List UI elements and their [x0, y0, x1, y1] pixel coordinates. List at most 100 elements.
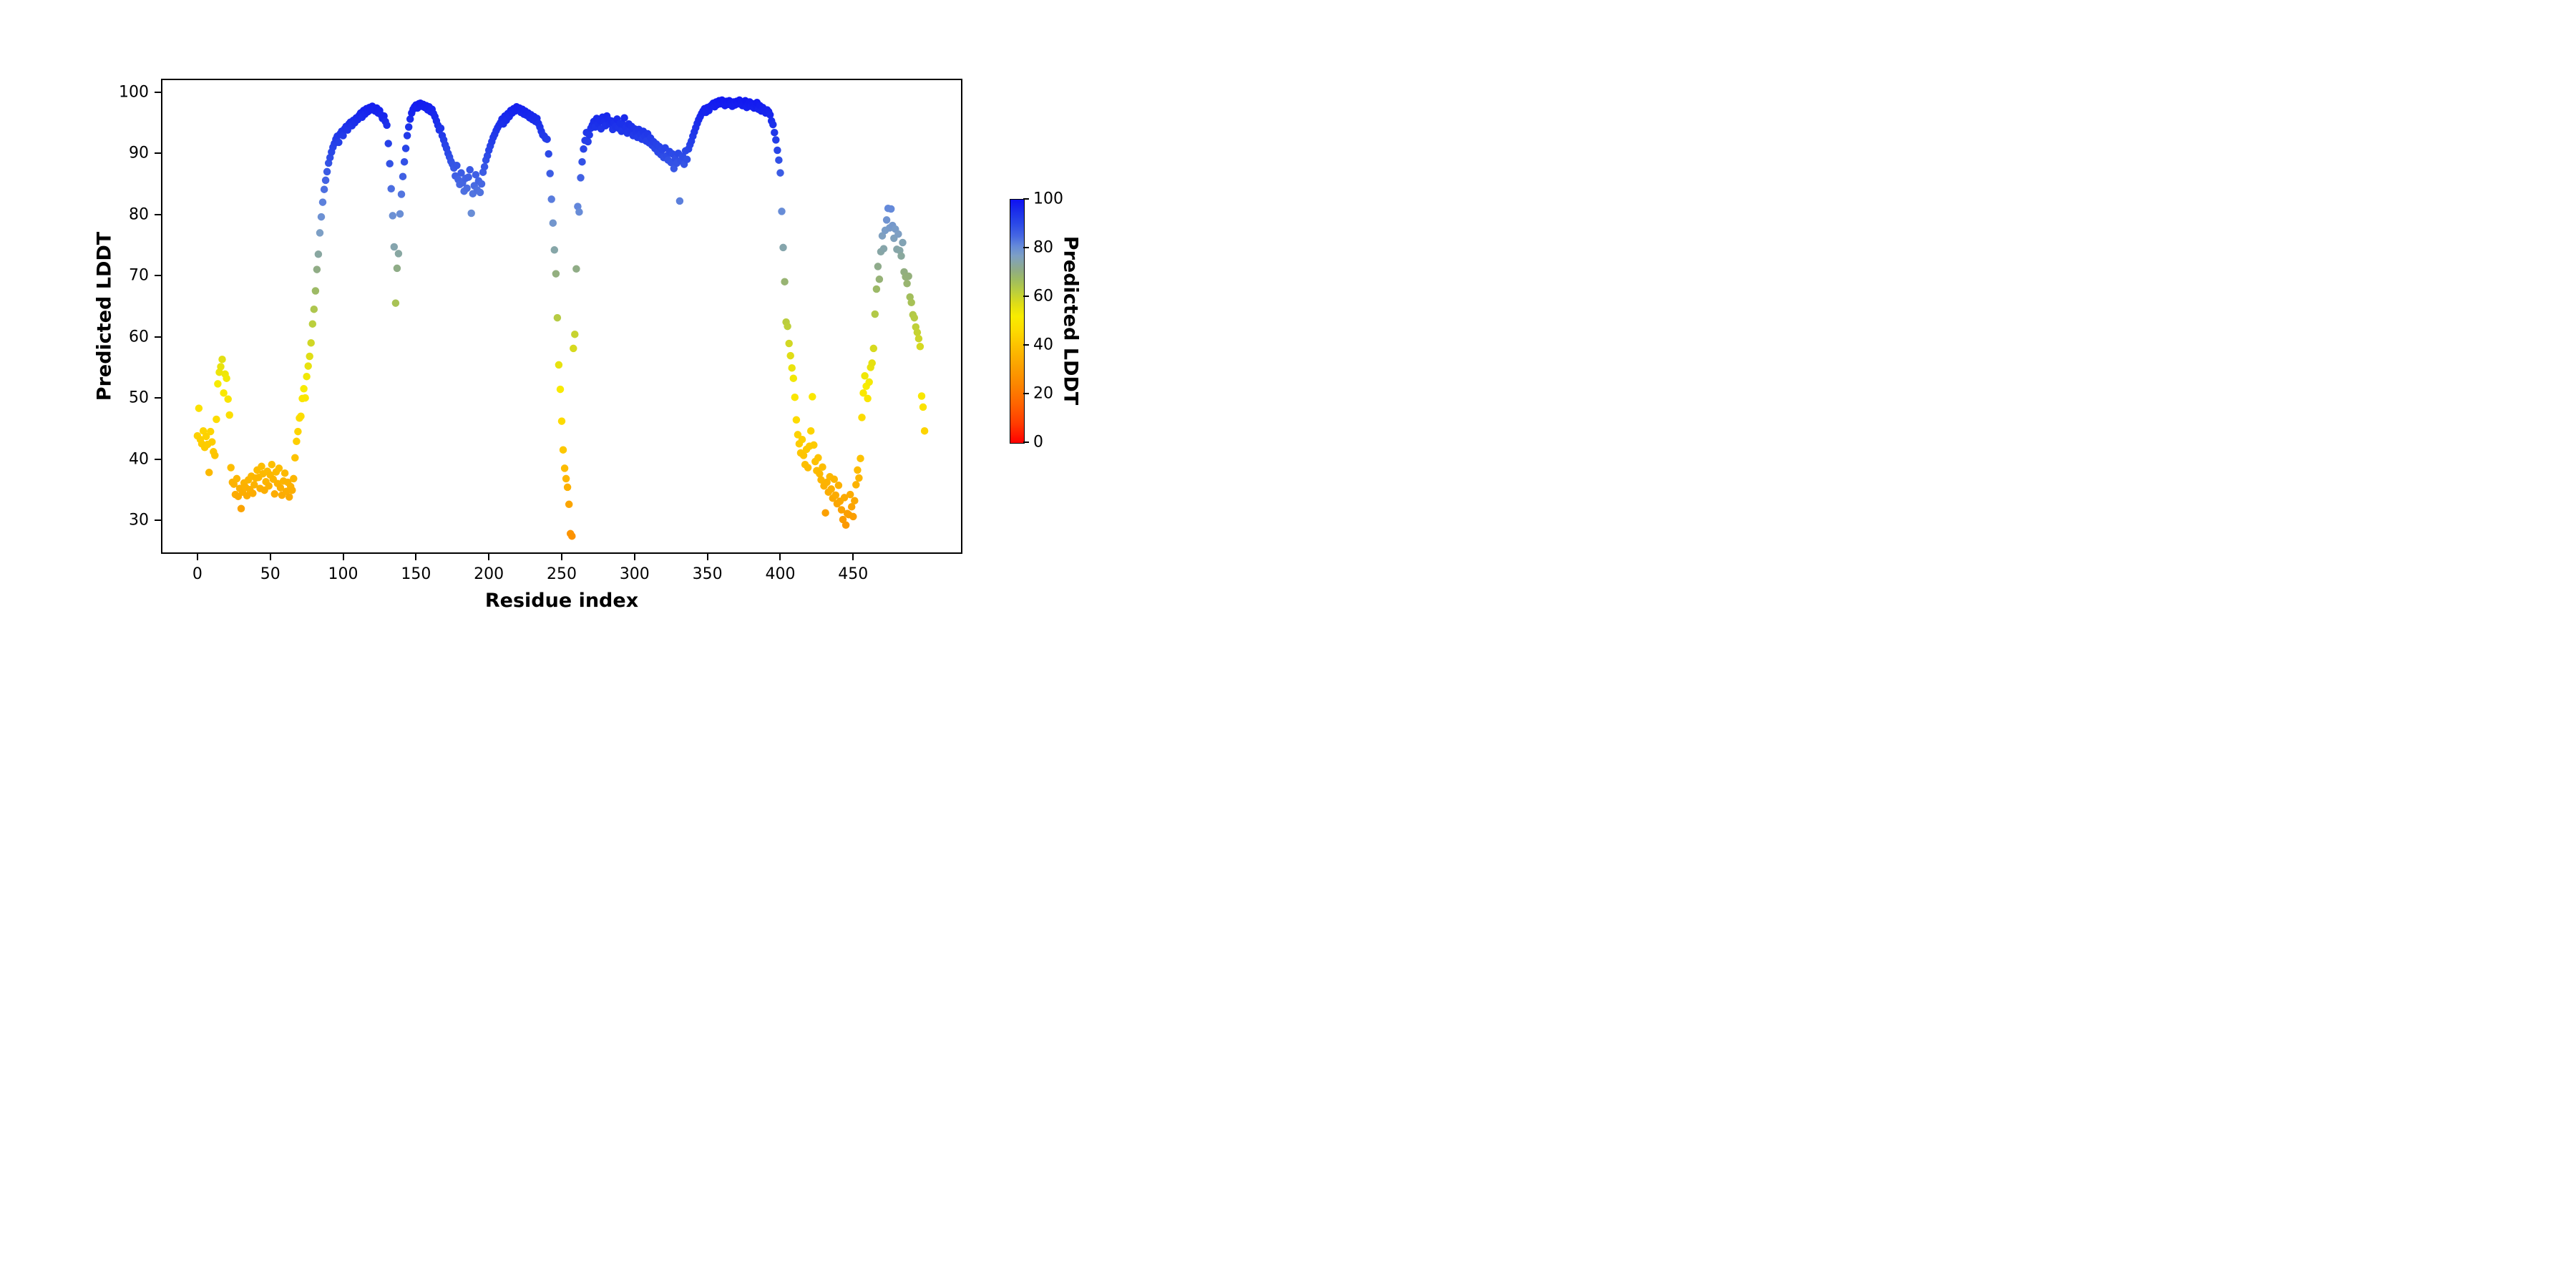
scatter-point	[466, 166, 474, 174]
scatter-point	[288, 486, 296, 494]
scatter-point	[545, 150, 552, 158]
scatter-point	[864, 394, 872, 403]
scatter-point	[771, 128, 779, 137]
scatter-point	[772, 136, 780, 144]
scatter-point	[386, 160, 394, 168]
scatter-point	[268, 460, 276, 469]
scatter-point	[855, 474, 863, 482]
y-tick-label: 80	[129, 205, 149, 224]
scatter-point	[562, 474, 570, 483]
scatter-point	[208, 438, 216, 446]
scatter-point	[323, 167, 331, 176]
scatter-point	[467, 209, 475, 218]
scatter-point	[549, 219, 557, 227]
scatter-point	[480, 162, 489, 171]
scatter-point	[834, 482, 843, 489]
scatter-point	[396, 210, 404, 218]
scatter-point	[794, 431, 802, 439]
scatter-point	[285, 493, 293, 501]
scatter-point	[560, 464, 569, 472]
scatter-point	[213, 415, 220, 424]
scatter-point	[399, 172, 407, 180]
scatter-point	[821, 509, 829, 517]
colorbar-tick-mark	[1023, 247, 1029, 248]
scatter-point	[858, 414, 866, 421]
x-tick-label: 100	[328, 565, 358, 583]
y-tick-mark	[155, 91, 161, 93]
scatter-point	[830, 475, 839, 483]
scatter-point	[550, 246, 559, 254]
figure: 0 50 100 150 200 250 300 350 400 450 30 40 50 60 70 80…	[0, 0, 1288, 644]
scatter-point	[553, 313, 562, 322]
scatter-point	[861, 372, 869, 380]
scatter-point	[308, 320, 317, 328]
scatter-point	[887, 205, 895, 213]
scatter-point	[897, 252, 905, 260]
scatter-point	[206, 427, 215, 436]
scatter-point	[894, 230, 902, 238]
scatter-point	[683, 155, 691, 164]
scatter-point	[318, 198, 327, 206]
scatter-point	[789, 374, 798, 382]
scatter-point	[436, 124, 445, 132]
scatter-point	[766, 111, 774, 119]
y-axis-title: Predicted LDDT	[93, 231, 116, 401]
y-tick-label: 30	[129, 511, 149, 530]
scatter-point	[903, 280, 911, 288]
scatter-point	[320, 185, 328, 193]
scatter-point	[400, 157, 409, 166]
x-tick-mark	[415, 554, 417, 560]
scatter-point	[291, 454, 299, 462]
scatter-point	[904, 272, 912, 280]
colorbar-tick-mark	[1023, 393, 1029, 394]
colorbar-tick-mark	[1023, 441, 1029, 443]
scatter-point	[547, 195, 555, 203]
scatter-point	[297, 412, 305, 420]
x-tick-label: 0	[192, 565, 203, 583]
x-tick-label: 350	[692, 565, 723, 583]
scatter-point	[809, 393, 816, 401]
scatter-point	[839, 515, 847, 524]
scatter-point	[786, 351, 794, 360]
scatter-point	[769, 120, 777, 129]
scatter-point	[301, 394, 309, 402]
scatter-point	[847, 502, 856, 511]
scatter-point	[869, 344, 878, 353]
scatter-point	[249, 489, 257, 497]
scatter-point	[846, 490, 854, 499]
colorbar-tick-label: 60	[1033, 287, 1053, 306]
scatter-point	[265, 482, 273, 490]
scatter-point	[798, 435, 806, 444]
y-tick-mark	[155, 213, 161, 215]
x-axis-title: Residue index	[484, 590, 639, 612]
scatter-point	[303, 372, 311, 381]
x-tick-mark	[561, 554, 562, 560]
scatter-point	[224, 395, 232, 404]
scatter-point	[907, 298, 915, 307]
scatter-point	[785, 339, 793, 348]
scatter-point	[543, 135, 551, 143]
scatter-point	[218, 355, 226, 364]
scatter-point	[854, 466, 862, 474]
scatter-point	[304, 362, 312, 370]
colorbar-title: Predicted LDDT	[1059, 235, 1082, 406]
scatter-point	[572, 265, 580, 273]
scatter-point	[258, 462, 265, 471]
scatter-point	[575, 208, 583, 216]
colorbar-tick-mark	[1023, 198, 1029, 200]
scatter-point	[831, 491, 840, 499]
scatter-point	[868, 359, 876, 367]
x-tick-mark	[706, 554, 708, 560]
scatter-point	[294, 427, 302, 436]
scatter-point	[865, 378, 873, 386]
scatter-point	[214, 380, 222, 388]
y-tick-mark	[155, 458, 161, 460]
scatter-point	[552, 270, 560, 278]
scatter-point	[563, 483, 572, 492]
scatter-point	[205, 469, 213, 477]
scatter-point	[394, 250, 403, 258]
scatter-point	[799, 452, 808, 459]
x-tick-label: 50	[260, 565, 280, 583]
x-tick-label: 200	[474, 565, 504, 583]
scatter-point	[230, 480, 238, 488]
